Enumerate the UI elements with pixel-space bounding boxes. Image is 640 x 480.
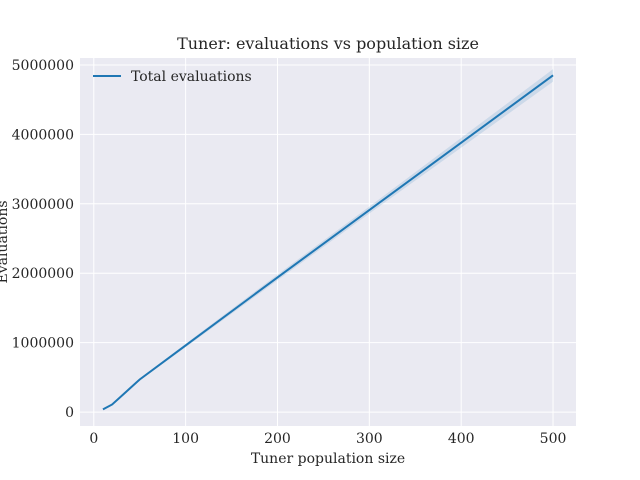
y-tick-label: 3000000 [12, 197, 74, 213]
chart-title: Tuner: evaluations vs population size [177, 34, 479, 53]
y-tick-label: 1000000 [12, 336, 74, 352]
x-tick-label: 500 [540, 431, 567, 447]
x-tick-label: 300 [356, 431, 383, 447]
y-tick-label: 0 [65, 405, 74, 421]
legend-label: Total evaluations [131, 69, 252, 85]
y-axis-label: Evaluations [0, 200, 11, 283]
x-tick-label: 0 [89, 431, 98, 447]
x-tick-labels: 0 100 200 300 400 500 [89, 431, 566, 447]
x-tick-label: 200 [264, 431, 291, 447]
series-line [102, 74, 554, 411]
y-tick-label: 2000000 [12, 266, 74, 282]
x-axis-label: Tuner population size [251, 451, 405, 467]
grid-lines [80, 58, 576, 426]
y-tick-labels: 0 1000000 2000000 3000000 4000000 5000000 [12, 58, 74, 421]
x-tick-label: 100 [172, 431, 199, 447]
y-tick-label: 4000000 [12, 127, 74, 143]
x-tick-label: 400 [448, 431, 475, 447]
series-lines [102, 74, 554, 411]
y-tick-label: 5000000 [12, 58, 74, 74]
legend: Total evaluations [93, 69, 252, 85]
